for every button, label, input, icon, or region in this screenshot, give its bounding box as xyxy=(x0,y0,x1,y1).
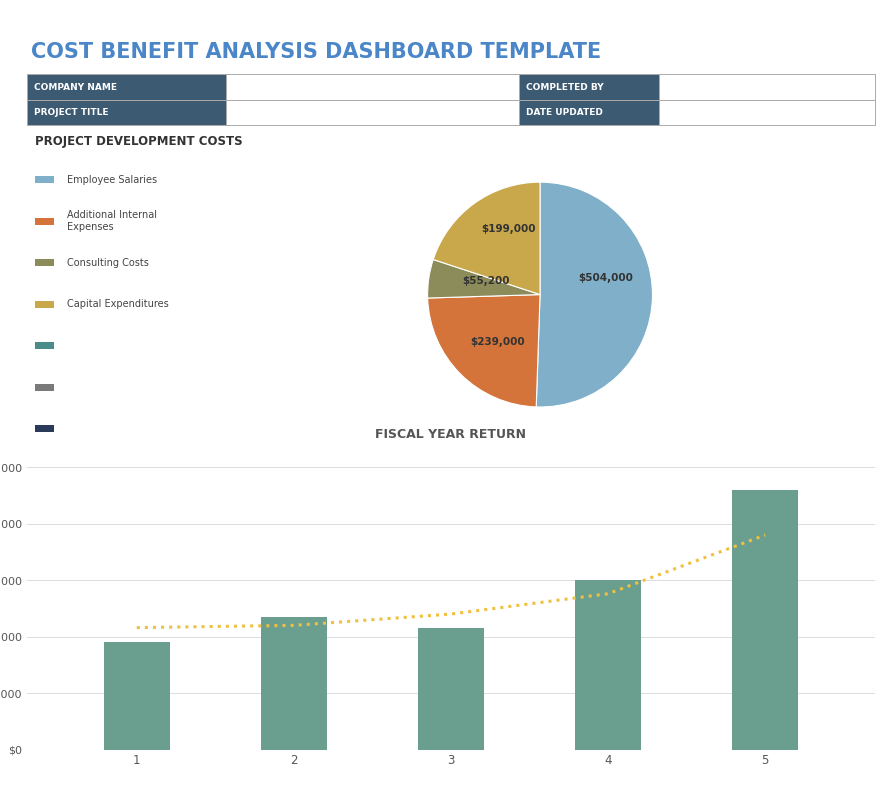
Bar xyxy=(36,218,54,225)
Bar xyxy=(418,627,484,750)
FancyBboxPatch shape xyxy=(27,74,226,100)
Bar xyxy=(36,383,54,391)
Text: COMPLETED BY: COMPLETED BY xyxy=(526,83,604,92)
Bar xyxy=(261,617,327,750)
Bar xyxy=(36,176,54,183)
Bar xyxy=(36,259,54,266)
FancyBboxPatch shape xyxy=(519,100,659,125)
Text: Additional Internal
Expenses: Additional Internal Expenses xyxy=(67,211,156,232)
Text: DATE UPDATED: DATE UPDATED xyxy=(526,108,603,117)
Bar xyxy=(36,301,54,308)
Bar xyxy=(575,580,641,750)
Text: Capital Expenditures: Capital Expenditures xyxy=(67,299,169,309)
FancyBboxPatch shape xyxy=(226,74,519,100)
Text: COST BENEFIT ANALYSIS DASHBOARD TEMPLATE: COST BENEFIT ANALYSIS DASHBOARD TEMPLATE xyxy=(31,42,601,62)
Title: FISCAL YEAR RETURN: FISCAL YEAR RETURN xyxy=(375,428,527,441)
Bar xyxy=(104,642,170,750)
Text: PROJECT DEVELOPMENT COSTS: PROJECT DEVELOPMENT COSTS xyxy=(36,135,243,148)
Text: Consulting Costs: Consulting Costs xyxy=(67,258,148,267)
Bar xyxy=(36,425,54,432)
Text: COMPANY NAME: COMPANY NAME xyxy=(34,83,117,92)
FancyBboxPatch shape xyxy=(27,100,226,125)
Bar xyxy=(732,490,798,750)
FancyBboxPatch shape xyxy=(226,100,519,125)
FancyBboxPatch shape xyxy=(519,74,659,100)
FancyBboxPatch shape xyxy=(659,100,875,125)
Bar xyxy=(36,342,54,350)
Text: Employee Salaries: Employee Salaries xyxy=(67,174,157,185)
Text: PROJECT TITLE: PROJECT TITLE xyxy=(34,108,108,117)
FancyBboxPatch shape xyxy=(659,74,875,100)
